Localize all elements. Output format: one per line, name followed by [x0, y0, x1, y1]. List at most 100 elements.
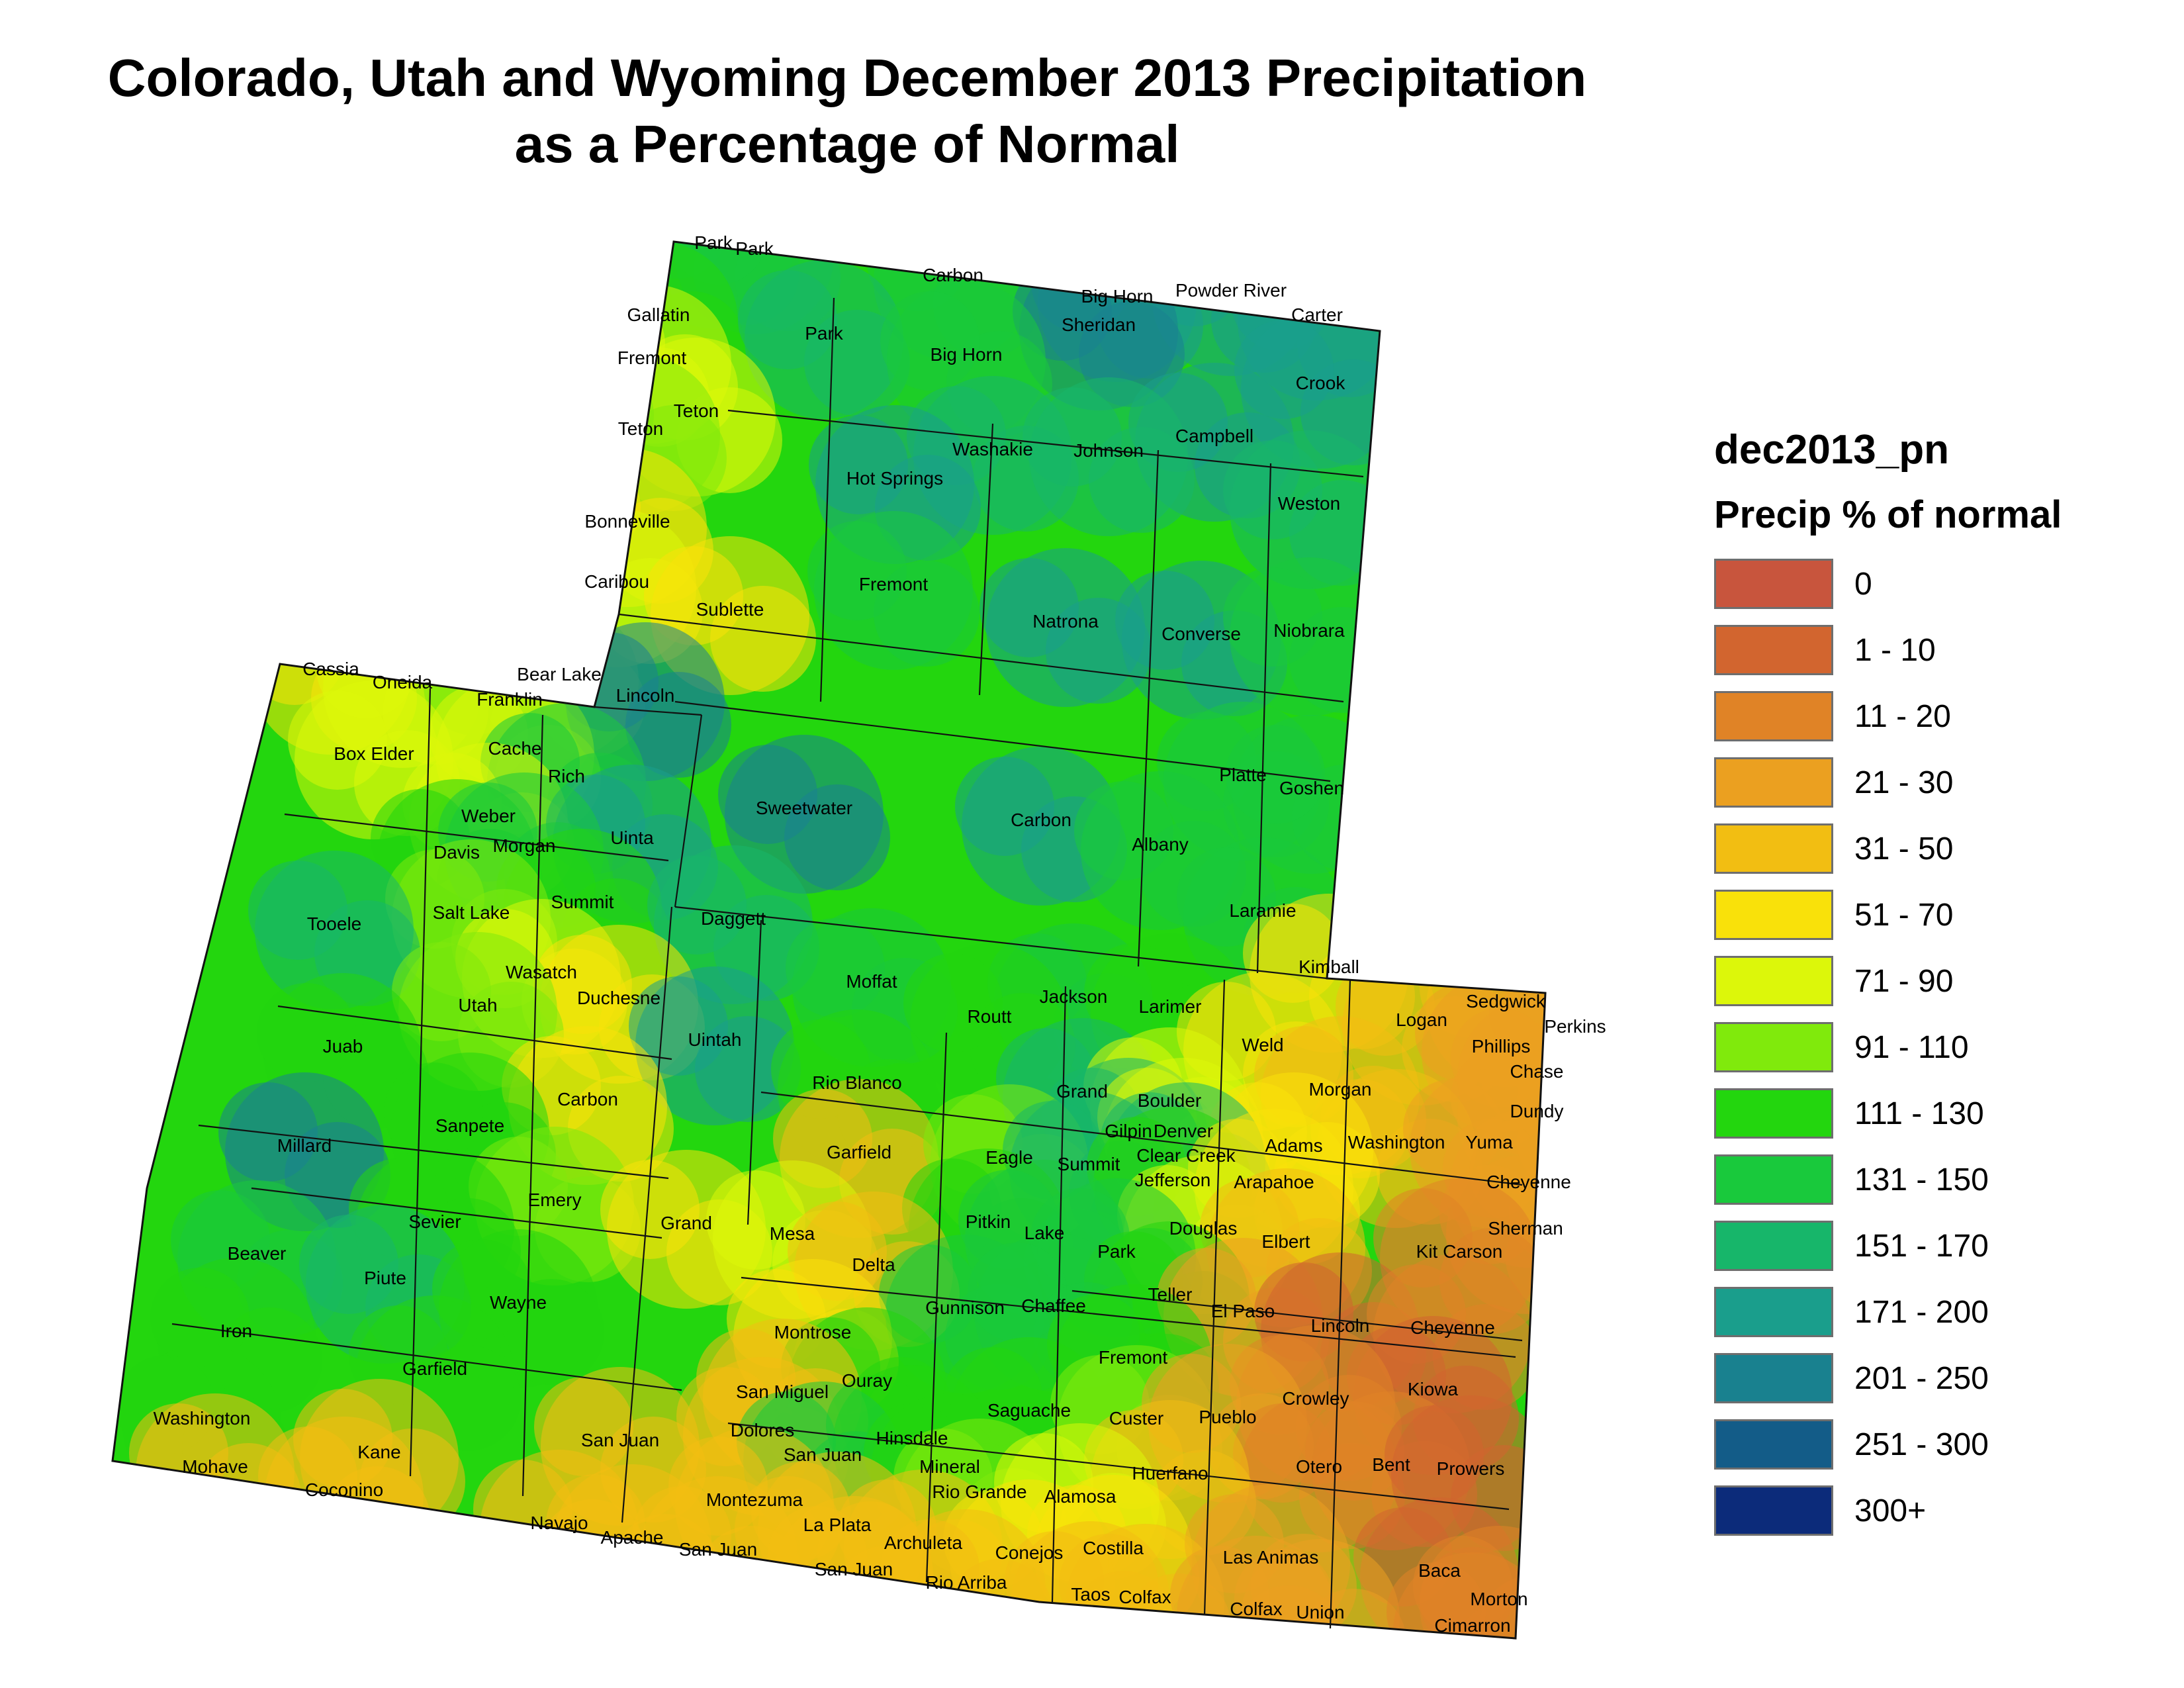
county-boundary — [1256, 463, 1272, 974]
precip-cell — [257, 983, 356, 1082]
precip-cell — [288, 690, 387, 790]
legend-row: 71 - 90 — [1714, 948, 2151, 1014]
county-label: Wayne — [490, 1292, 547, 1313]
county-boundary — [674, 906, 1328, 980]
map-title-line-2: as a Percentage of Normal — [514, 115, 1180, 173]
county-label: Elbert — [1261, 1231, 1310, 1252]
county-label: Kimball — [1298, 957, 1359, 977]
legend-row: 151 - 170 — [1714, 1213, 2151, 1279]
county-boundary — [819, 297, 835, 702]
county-label: Kit Carson — [1416, 1241, 1503, 1262]
county-label: Franklin — [477, 689, 543, 710]
county-label: Cassia — [302, 659, 359, 679]
county-label: Gilpin — [1105, 1121, 1152, 1141]
county-label: Eagle — [985, 1147, 1033, 1168]
county-label: Clear Creek — [1136, 1145, 1236, 1166]
county-label: Perkins — [1544, 1016, 1606, 1037]
county-label: Routt — [968, 1006, 1012, 1027]
county-label: Bonneville — [584, 511, 670, 532]
precip-cell — [258, 1427, 357, 1526]
legend: dec2013_pn Precip % of normal 0 1 - 10 11 … — [1714, 424, 2151, 1544]
county-label: La Plata — [803, 1515, 872, 1535]
precip-cell — [1177, 847, 1276, 947]
county-label: Teller — [1148, 1284, 1193, 1305]
county-label: Alamosa — [1044, 1486, 1116, 1507]
county-label: Summit — [551, 892, 614, 912]
county-label: Washington — [154, 1408, 251, 1429]
county-label: Dolores — [731, 1420, 794, 1440]
county-label: Logan — [1396, 1009, 1447, 1030]
legend-swatch — [1714, 1088, 1833, 1139]
county-boundary — [171, 1323, 682, 1391]
legend-swatch — [1714, 625, 1833, 675]
legend-row: 1 - 10 — [1714, 617, 2151, 683]
precip-cell — [572, 252, 672, 351]
legend-swatch — [1714, 823, 1833, 874]
county-label: Conejos — [995, 1542, 1064, 1563]
county-label: Lincoln — [1311, 1315, 1370, 1336]
county-label: Caribou — [584, 571, 649, 592]
county-boundary — [1203, 979, 1226, 1616]
county-label: Rio Blanco — [812, 1072, 901, 1093]
legend-row: 31 - 50 — [1714, 816, 2151, 882]
county-label: Huerfano — [1132, 1463, 1208, 1483]
precip-cell — [807, 521, 907, 620]
county-label: Uinta — [610, 827, 654, 848]
county-label: Millard — [277, 1135, 332, 1156]
county-label: Natrona — [1032, 611, 1099, 632]
county-label: Big Horn — [1081, 286, 1154, 306]
legend-row: 91 - 110 — [1714, 1014, 2151, 1080]
precip-cell — [218, 1082, 318, 1182]
legend-layer-name: dec2013_pn — [1714, 427, 1949, 473]
county-label: Gallatin — [627, 305, 690, 325]
legend-classes: 0 1 - 10 11 - 20 21 - 30 31 - 50 51 - 70 71 - … — [1714, 551, 2151, 1544]
county-boundary — [251, 1187, 662, 1239]
precip-cell — [809, 415, 908, 514]
legend-swatch — [1714, 1154, 1833, 1205]
county-label: Coconino — [305, 1479, 383, 1500]
county-label: Crook — [1296, 373, 1346, 393]
county-label: Washakie — [952, 439, 1033, 459]
county-label: Wasatch — [506, 962, 577, 982]
county-label: Bear Lake — [517, 664, 602, 684]
county-label: Sedgwick — [1466, 991, 1546, 1011]
county-boundary — [1329, 979, 1351, 1629]
county-label: Park — [805, 323, 844, 344]
precip-cell — [1074, 781, 1173, 880]
county-label: Rio Grande — [932, 1481, 1026, 1502]
legend-label: 11 - 20 — [1854, 698, 1951, 734]
legend-row: 300+ — [1714, 1477, 2151, 1544]
legend-label: 171 - 200 — [1854, 1294, 1989, 1330]
precip-cell — [392, 942, 491, 1041]
legend-label: 21 - 30 — [1854, 765, 1954, 800]
county-label: Teton — [674, 400, 719, 421]
county-boundary — [925, 1032, 948, 1583]
county-label: Arapahoe — [1234, 1172, 1314, 1192]
county-label: Uintah — [688, 1029, 742, 1050]
county-boundary — [741, 1276, 1516, 1358]
legend-row: 0 — [1714, 551, 2151, 617]
county-label: Jackson — [1040, 986, 1108, 1007]
county-label: Big Horn — [931, 344, 1003, 365]
county-label: Iron — [220, 1321, 252, 1341]
county-label: Morton — [1470, 1589, 1527, 1609]
legend-label: 71 - 90 — [1854, 963, 1954, 999]
precip-cell — [718, 745, 817, 844]
county-label: Fremont — [859, 574, 928, 594]
legend-swatch — [1714, 757, 1833, 808]
county-label: Montezuma — [706, 1489, 803, 1510]
legend-swatch — [1714, 1485, 1833, 1536]
precip-cell — [531, 518, 630, 618]
county-label: Campbell — [1175, 426, 1253, 446]
legend-label: 1 - 10 — [1854, 632, 1936, 668]
legend-label: 0 — [1854, 566, 1872, 602]
county-label: Morgan — [1309, 1079, 1372, 1100]
county-label: Beaver — [228, 1243, 287, 1264]
precip-cell — [738, 270, 837, 369]
county-label: Cache — [488, 738, 542, 759]
precip-cell — [1023, 387, 1122, 487]
county-label: Morgan — [493, 835, 556, 856]
precip-cell — [150, 1268, 250, 1367]
county-label: Costilla — [1083, 1538, 1144, 1558]
county-boundary — [674, 700, 1331, 782]
